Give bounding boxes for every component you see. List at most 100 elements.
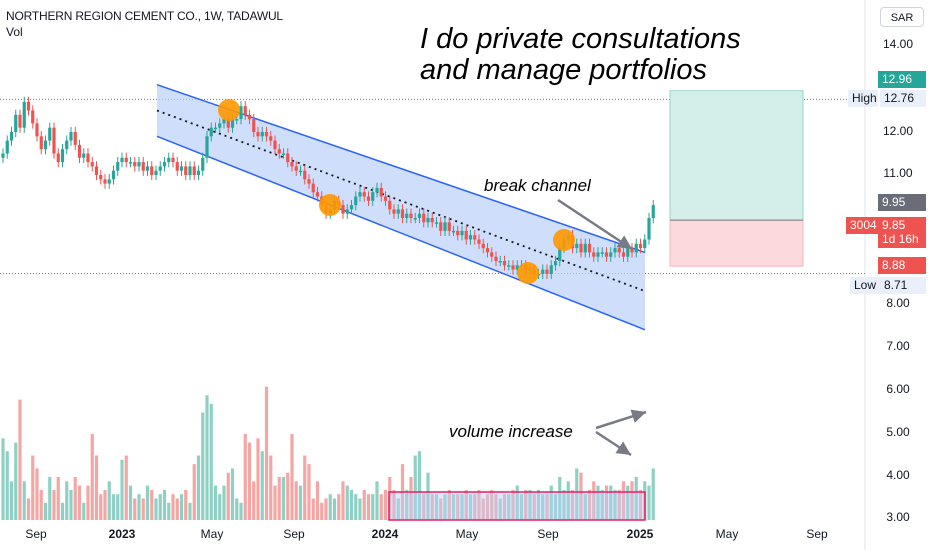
volume-bar xyxy=(592,481,596,520)
price-tick: 11.00 xyxy=(883,166,913,180)
volume-bar xyxy=(14,442,18,520)
candle-body xyxy=(558,248,562,261)
price-tick: 8.00 xyxy=(886,296,910,310)
candle-body xyxy=(383,196,388,201)
volume-bar xyxy=(264,386,269,520)
volume-bar xyxy=(162,489,167,520)
volume-bar xyxy=(286,472,290,520)
candle-body xyxy=(388,200,392,210)
volume-bar xyxy=(587,489,592,520)
candle-body xyxy=(362,192,366,197)
volume-bar xyxy=(35,468,39,520)
volume-bar xyxy=(260,451,264,520)
volume-bar xyxy=(290,434,294,520)
stop-price-tag: 8.88 xyxy=(878,257,926,274)
volume-bar xyxy=(277,477,281,520)
candle-body xyxy=(485,248,490,253)
candle-body xyxy=(247,114,252,120)
candle-body xyxy=(56,153,60,163)
candle-body xyxy=(392,209,396,214)
volume-bar xyxy=(320,502,324,520)
volume-bar xyxy=(409,477,413,520)
volume-bar xyxy=(43,502,48,520)
volume-arrow-lower-head xyxy=(615,441,631,455)
candle-body xyxy=(18,114,22,128)
break-channel-annotation: break channel xyxy=(484,176,591,195)
price-tick: 7.00 xyxy=(886,339,910,353)
volume-bar xyxy=(124,455,128,520)
candle-body xyxy=(587,243,592,253)
candle-body xyxy=(94,166,99,175)
volume-bar xyxy=(596,485,600,520)
volume-bar xyxy=(116,494,120,520)
price-tick: 12.00 xyxy=(882,124,914,138)
touch-marker xyxy=(517,262,539,284)
candle-body xyxy=(5,140,9,154)
volume-bar xyxy=(150,489,154,520)
candle-body xyxy=(634,243,638,253)
candle-body xyxy=(82,153,86,158)
candle-body xyxy=(621,252,626,257)
volume-bar xyxy=(141,498,145,520)
candle-body xyxy=(201,157,205,171)
volume-label: Vol xyxy=(6,25,23,39)
candle-body xyxy=(273,140,277,150)
candle-body xyxy=(490,252,494,257)
volume-bar xyxy=(490,489,494,520)
volume-bar xyxy=(107,481,111,520)
candle-body xyxy=(128,162,133,164)
time-tick: May xyxy=(200,527,224,541)
volume-bar xyxy=(120,459,124,520)
symbol-code-tag: 3004 xyxy=(846,217,878,234)
candle-body xyxy=(171,157,175,163)
candle-body xyxy=(150,166,154,175)
candle-body xyxy=(405,213,409,218)
candle-body xyxy=(35,123,39,137)
volume-increase-annotation: volume increase xyxy=(449,422,573,441)
candle-body xyxy=(596,252,600,257)
candle-body xyxy=(443,222,447,231)
candle-body xyxy=(133,162,137,167)
volume-bar xyxy=(553,494,558,520)
volume-bar xyxy=(511,489,515,520)
volume-bar xyxy=(362,489,366,520)
high-label: High xyxy=(848,90,878,107)
volume-bar xyxy=(73,477,77,520)
candle-body xyxy=(60,149,65,163)
channel-midline xyxy=(156,109,646,292)
volume-arrow-upper-head xyxy=(630,409,646,423)
time-tick: May xyxy=(715,527,739,541)
volume-bar xyxy=(222,485,226,520)
candle-body xyxy=(209,127,213,137)
price-tick: 4.00 xyxy=(886,468,910,482)
break-arrow-head xyxy=(616,235,632,249)
candle-body xyxy=(111,170,116,180)
volume-bar xyxy=(315,481,320,520)
volume-bar xyxy=(60,502,65,520)
candle-body xyxy=(311,183,315,193)
candle-body xyxy=(358,192,362,197)
candle-body xyxy=(252,119,256,132)
volume-bar xyxy=(294,481,298,520)
candle-body xyxy=(630,248,634,253)
volume-bar xyxy=(230,468,235,520)
candle-body xyxy=(617,248,621,253)
volume-bar xyxy=(566,481,570,520)
candle-body xyxy=(502,261,507,266)
volume-bar xyxy=(613,489,617,520)
volume-bar xyxy=(473,494,477,520)
candle-body xyxy=(422,213,426,223)
volume-bar xyxy=(434,494,439,520)
volume-bar xyxy=(99,494,103,520)
currency-button[interactable]: SAR xyxy=(880,7,924,27)
touch-marker xyxy=(218,99,240,121)
volume-bar xyxy=(443,494,447,520)
volume-bar xyxy=(9,481,14,520)
volume-bar xyxy=(502,494,507,520)
candle-body xyxy=(481,243,485,249)
volume-bar xyxy=(218,494,222,520)
volume-bar xyxy=(1,438,5,520)
candle-body xyxy=(511,265,515,270)
candle-body xyxy=(464,230,468,240)
